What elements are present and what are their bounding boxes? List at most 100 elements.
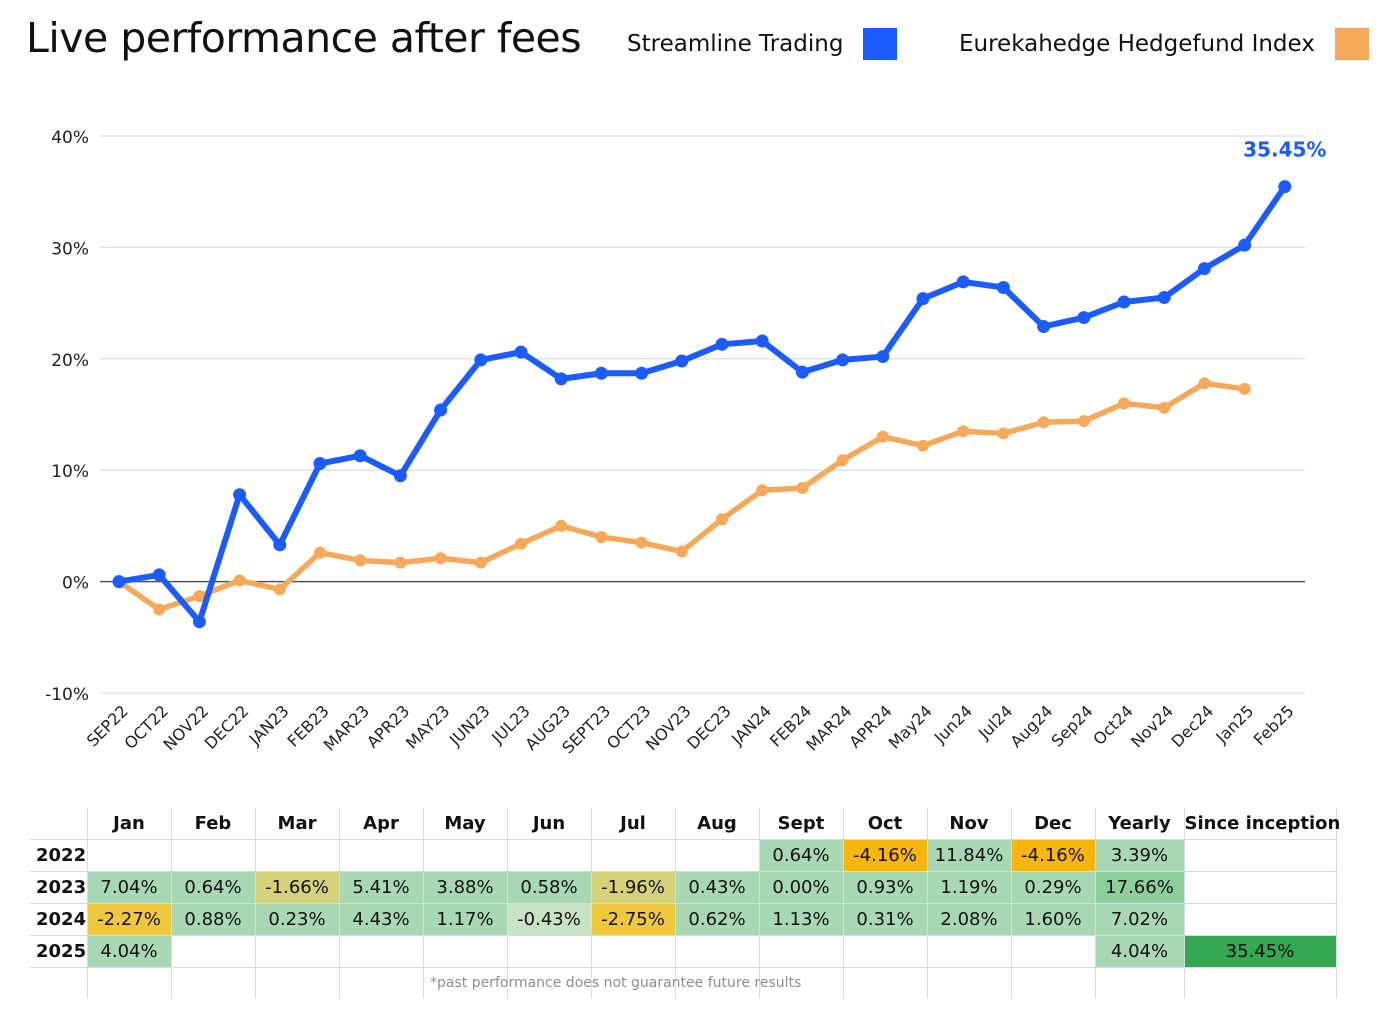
return-cell: 0.58% [507, 871, 592, 904]
table-row: 2022 0.64% -4.16% 11.84% -4.16% 3.39% [30, 839, 1337, 872]
return-cell: 1.13% [759, 903, 844, 936]
return-cell: -2.75% [591, 903, 676, 936]
return-cell [339, 839, 424, 872]
y-tick-label: 30% [51, 239, 89, 259]
return-cell [339, 935, 424, 968]
data-point-eurekahedge [1118, 397, 1130, 410]
x-tick-label: JAN24 [727, 701, 775, 749]
return-cell: 11.84% [927, 839, 1012, 872]
data-point-streamline [1197, 262, 1211, 276]
return-cell [171, 839, 256, 872]
row-year-label: 2023 [30, 871, 88, 904]
x-tick-label: Sep24 [1047, 701, 1096, 750]
data-point-streamline [675, 354, 689, 368]
data-point-eurekahedge [233, 574, 246, 587]
x-tick-label: MAR24 [802, 701, 855, 754]
header-corner [30, 808, 88, 840]
legend-item-eurekahedge: Eurekahedge Hedgefund Index [959, 27, 1369, 61]
table-footnote-row [30, 967, 1337, 998]
data-point-eurekahedge [1238, 382, 1251, 395]
return-cell [1011, 935, 1096, 968]
data-point-eurekahedge [434, 552, 447, 565]
data-point-eurekahedge [314, 546, 326, 559]
return-cell: 1.17% [423, 903, 508, 936]
return-cell [675, 839, 760, 872]
y-tick-label: 10% [51, 462, 89, 482]
return-cell [1184, 871, 1337, 904]
x-tick-label: Jun24 [930, 701, 976, 747]
return-cell: 0.29% [1011, 871, 1096, 904]
data-point-eurekahedge [957, 425, 970, 438]
table-header-row: Jan Feb Mar Apr May Jun Jul Aug Sept Oct Nov Dec Yea… [30, 808, 1340, 840]
return-cell: 2.08% [927, 903, 1012, 936]
return-cell [843, 935, 928, 968]
data-point-streamline [514, 345, 528, 359]
return-cell: 0.00% [759, 871, 844, 904]
return-cell [927, 935, 1012, 968]
return-cell [591, 935, 676, 968]
return-cell: -4.16% [1011, 839, 1096, 872]
monthly-returns-table: Jan Feb Mar Apr May Jun Jul Aug Sept Oct Nov Dec Yea… [30, 808, 1340, 998]
footnote-spacer-cell [1011, 967, 1096, 998]
x-tick-label: JAN23 [245, 701, 293, 749]
x-tick-label: Nov24 [1127, 701, 1177, 751]
x-tick-label: MAR23 [320, 701, 373, 754]
return-cell [87, 839, 172, 872]
return-cell: 3.88% [423, 871, 508, 904]
return-cell: 1.19% [927, 871, 1012, 904]
column-header: Apr [339, 808, 424, 840]
data-point-streamline [996, 281, 1010, 295]
return-cell: 7.04% [87, 871, 172, 904]
data-point-eurekahedge [595, 531, 608, 544]
x-tick-label: Dec24 [1167, 701, 1217, 751]
chart-title: Live performance after fees [26, 14, 582, 62]
legend-swatch-streamline [863, 28, 898, 60]
return-cell: -0.43% [507, 903, 592, 936]
data-point-streamline [1278, 180, 1292, 194]
x-tick-label: DEC23 [683, 701, 735, 753]
footnote-spacer-cell [30, 967, 88, 998]
data-point-eurekahedge [193, 590, 206, 603]
row-year-label: 2024 [30, 903, 88, 936]
data-point-streamline [353, 449, 367, 463]
line-chart: -10%0%10%20%30%40%SEP22OCT22NOV22DEC22JA… [45, 128, 1326, 757]
return-cell: 0.62% [675, 903, 760, 936]
footnote-spacer-cell [675, 967, 760, 998]
return-cell: 0.43% [675, 871, 760, 904]
column-header: Nov [927, 808, 1012, 840]
return-cell: 4.04% [1095, 935, 1185, 968]
data-point-eurekahedge [394, 556, 407, 569]
footnote-spacer-cell [87, 967, 172, 998]
footnote-spacer-cell [591, 967, 676, 998]
return-cell: 0.88% [171, 903, 256, 936]
return-cell [255, 839, 340, 872]
footnote-spacer-cell [255, 967, 340, 998]
return-cell [591, 839, 676, 872]
column-header: Dec [1011, 808, 1096, 840]
column-header: Yearly [1095, 808, 1185, 840]
return-cell [255, 935, 340, 968]
data-point-streamline [554, 372, 568, 386]
data-point-streamline [916, 292, 930, 306]
footnote-spacer-cell [507, 967, 592, 998]
x-tick-label: May24 [885, 701, 936, 752]
x-tick-label: Feb25 [1250, 701, 1298, 749]
data-point-eurekahedge [1077, 415, 1090, 428]
data-point-eurekahedge [1037, 416, 1050, 429]
data-point-streamline [434, 403, 448, 417]
return-cell: -2.27% [87, 903, 172, 936]
legend-label: Eurekahedge Hedgefund Index [959, 31, 1315, 57]
column-header: Sept [759, 808, 844, 840]
return-cell [1184, 839, 1337, 872]
row-year-label: 2022 [30, 839, 88, 872]
table-row: 2023 7.04% 0.64% -1.66% 5.41% 3.88% 0.58% -1.96… [30, 871, 1337, 904]
footnote-spacer-cell [171, 967, 256, 998]
x-tick-label: NOV23 [642, 701, 695, 754]
data-point-streamline [1238, 238, 1252, 252]
disclaimer-note: *past performance does not guarantee fut… [430, 975, 802, 991]
data-point-eurekahedge [917, 439, 929, 452]
table-row: 2024 -2.27% 0.88% 0.23% 4.43% 1.17% -0.43% -2.7… [30, 903, 1337, 936]
return-cell [759, 935, 844, 968]
footnote-spacer-cell [423, 967, 508, 998]
data-point-streamline [795, 365, 809, 379]
